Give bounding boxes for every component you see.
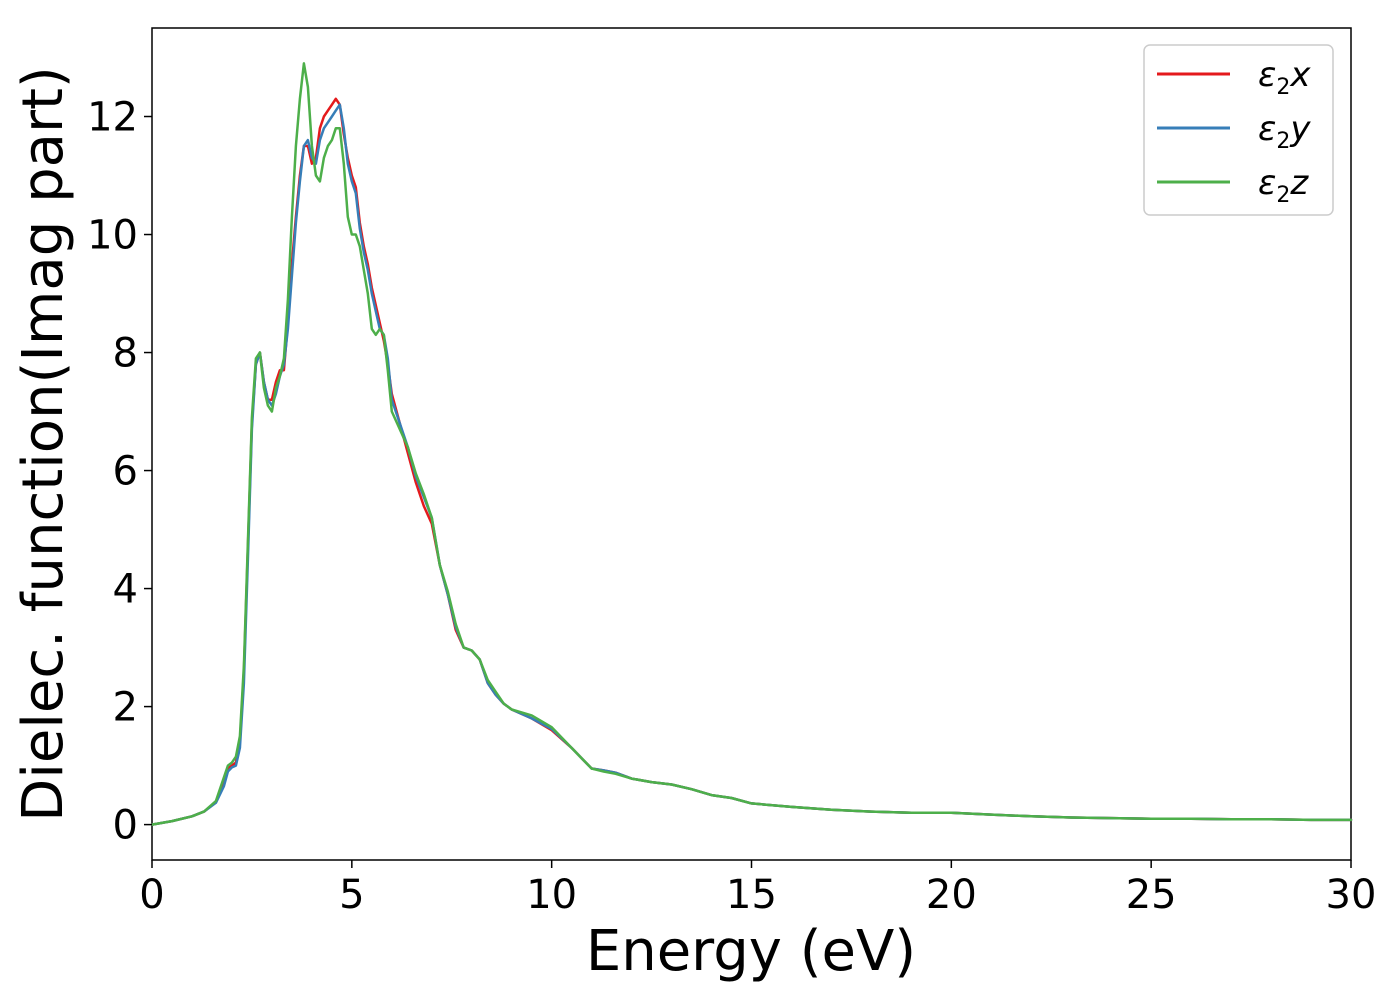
y-axis: 0 2 4 6 8 10 12 — [87, 95, 152, 849]
x-tick-label: 20 — [926, 872, 977, 918]
y-tick-label: 10 — [87, 213, 138, 259]
x-tick-label: 0 — [139, 872, 164, 918]
x-tick-label: 25 — [1126, 872, 1177, 918]
series-layer — [150, 62, 1353, 826]
y-tick-label: 8 — [113, 331, 138, 377]
y-axis-title: Dielec. function(Imag part) — [11, 66, 76, 822]
x-tick-label: 5 — [339, 872, 364, 918]
legend-box — [1143, 44, 1334, 216]
x-tick-label: 15 — [726, 872, 777, 918]
x-axis-title: Energy (eV) — [586, 919, 916, 984]
legend-label-z: ε2z — [1258, 163, 1309, 208]
legend-label-x: ε2x — [1258, 55, 1311, 100]
x-axis: 0 5 10 15 20 25 30 — [139, 860, 1376, 918]
x-tick-label: 30 — [1326, 872, 1377, 918]
y-tick-label: 6 — [113, 449, 138, 495]
y-tick-label: 12 — [87, 95, 138, 141]
x-tick-label: 10 — [526, 872, 577, 918]
legend-label-y: ε2y — [1258, 109, 1311, 154]
y-tick-label: 0 — [113, 803, 138, 849]
legend: ε2x ε2y ε2z — [1143, 44, 1334, 216]
y-tick-label: 2 — [113, 685, 138, 731]
y-tick-label: 4 — [113, 567, 138, 613]
series-line-z — [150, 62, 1353, 826]
